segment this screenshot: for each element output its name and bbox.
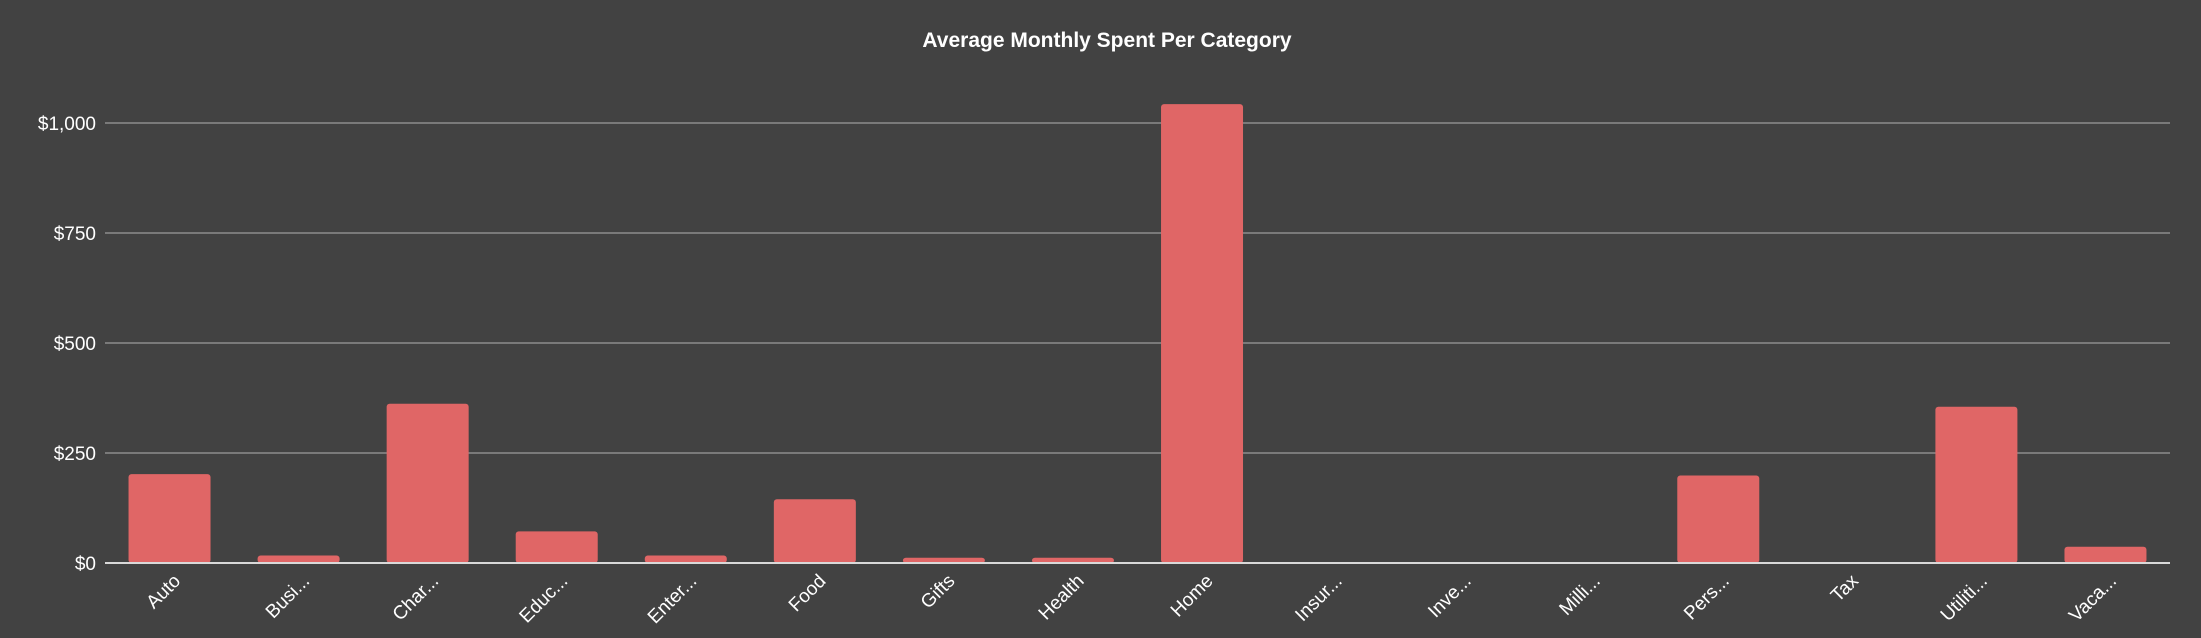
x-tick-label: Busi... — [262, 571, 314, 623]
x-tick-label: Health — [1035, 571, 1089, 625]
x-tick-label: Pers... — [1680, 571, 1734, 625]
bar — [386, 403, 469, 563]
bar — [773, 499, 856, 563]
y-tick-label: $500 — [54, 334, 96, 355]
y-tick-label: $750 — [54, 224, 96, 245]
bars — [128, 104, 2147, 563]
bar — [1677, 475, 1760, 563]
x-tick-label: Inve... — [1424, 571, 1475, 622]
grid-lines — [105, 122, 2170, 454]
x-axis-ticks: Auto Busi... Char... Educ... Enter... Food Gif… — [143, 570, 2121, 628]
x-tick-label: Gifts — [917, 571, 959, 613]
x-tick-label: Milli... — [1556, 571, 1605, 620]
y-tick-label: $0 — [75, 554, 96, 575]
x-tick-label: Tax — [1827, 570, 1863, 606]
chart-title: Average Monthly Spent Per Category — [922, 29, 1291, 52]
bar — [1031, 557, 1114, 563]
x-tick-label: Home — [1167, 571, 1218, 622]
x-tick-label: Enter... — [644, 571, 701, 628]
y-axis-ticks: $0 $250 $500 $750 $1,000 — [38, 114, 96, 575]
x-tick-label: Auto — [143, 571, 185, 613]
bar — [1935, 406, 2018, 563]
x-tick-label: Food — [785, 571, 830, 616]
bar — [644, 555, 727, 563]
x-tick-label: Char... — [389, 571, 443, 625]
bar — [2064, 546, 2147, 563]
y-tick-label: $250 — [54, 444, 96, 465]
bar — [128, 474, 211, 563]
bar — [257, 555, 340, 563]
bar — [515, 531, 598, 563]
x-tick-label: Utiliti... — [1937, 571, 1992, 626]
x-tick-label: Insur... — [1291, 571, 1346, 626]
y-tick-label: $1,000 — [38, 114, 96, 135]
x-tick-label: Vaca... — [2065, 571, 2121, 627]
bar — [1161, 104, 1244, 563]
bar — [902, 557, 985, 563]
x-tick-label: Educ... — [516, 571, 573, 628]
